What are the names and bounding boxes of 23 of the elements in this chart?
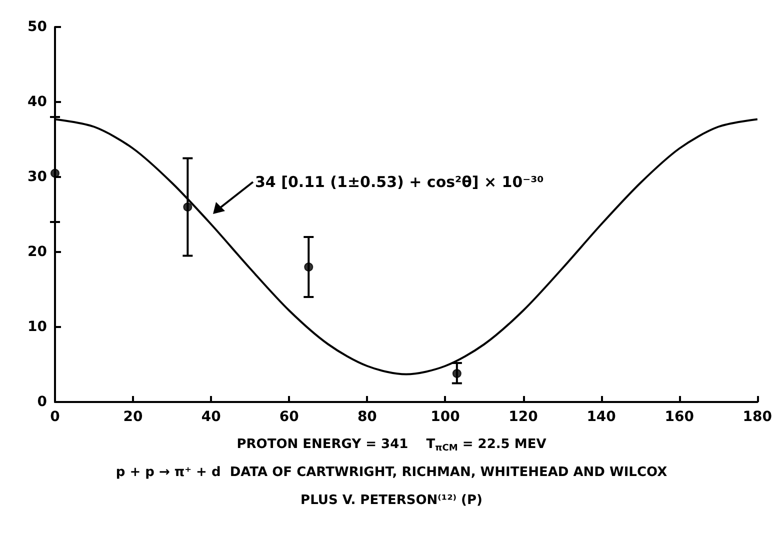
x-tick-label: 80	[357, 409, 378, 425]
y-tick-label: 30	[28, 169, 48, 185]
x-tick-label: 0	[50, 409, 60, 425]
point	[304, 262, 314, 272]
x-tick-label: 180	[742, 409, 772, 425]
y-tick-label: 40	[28, 94, 48, 110]
y-tick-label: 20	[28, 244, 48, 260]
text: p + p → π⁺ + d DATA OF CARTWRIGHT, RICHMAN, WHITEHEAD AND WILCOX	[116, 465, 668, 480]
x-tick-label: 140	[586, 409, 616, 425]
x-tick-label: 20	[123, 409, 144, 425]
y-tick-label: 0	[37, 394, 48, 410]
point	[452, 369, 462, 378]
x-tick-label: 120	[508, 409, 538, 425]
annotation: 34 [0.11 (1±0.53) + cos²θ] × 10⁻³⁰	[255, 173, 544, 191]
y-tick-label: 50	[28, 19, 48, 35]
y-tick-label: 10	[28, 319, 48, 335]
x-tick-label: 60	[279, 409, 300, 425]
x-tick-label: 40	[201, 409, 222, 425]
text: PLUS V. PETERSON⁽¹²⁾ (P)	[300, 493, 482, 508]
point	[50, 168, 60, 178]
x-tick-label: 160	[664, 409, 694, 425]
x-tick-label: 100	[430, 409, 460, 425]
point	[183, 202, 192, 212]
